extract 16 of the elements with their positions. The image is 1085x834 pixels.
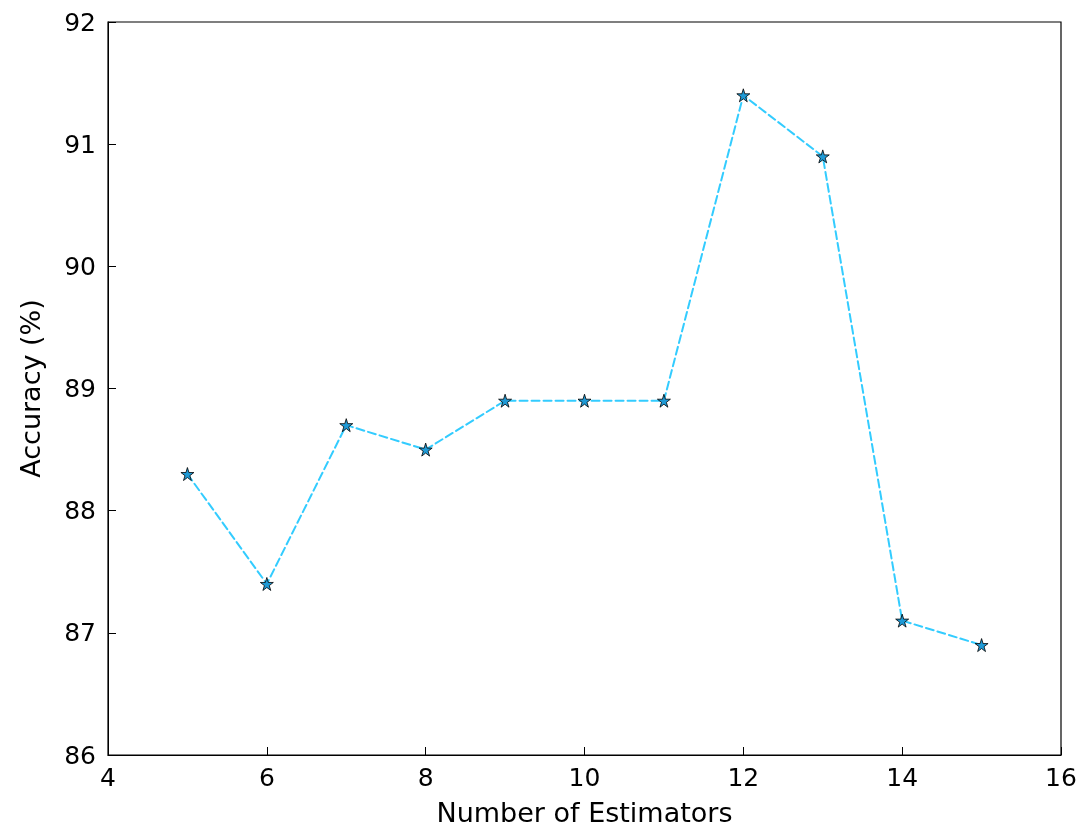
y-tick-label: 86 [64, 740, 96, 770]
x-axis-title: Number of Estimators [436, 797, 733, 828]
y-tick-label: 88 [64, 496, 96, 526]
x-tick-label: 6 [258, 763, 275, 792]
y-tick-label: 89 [64, 374, 96, 403]
y-tick-label: 92 [64, 7, 96, 37]
x-tick-label: 14 [886, 763, 919, 792]
x-tick-label: 8 [417, 763, 434, 792]
y-tick-label: 91 [64, 129, 96, 159]
x-tick-label: 12 [727, 763, 760, 792]
y-tick-label: 90 [64, 251, 96, 281]
y-axis-title: Accuracy (%) [15, 299, 46, 478]
x-tick-label: 4 [100, 763, 116, 792]
x-tick-label: 16 [1045, 763, 1077, 792]
x-tick-label: 10 [568, 763, 601, 792]
y-tick-label: 87 [64, 618, 96, 648]
